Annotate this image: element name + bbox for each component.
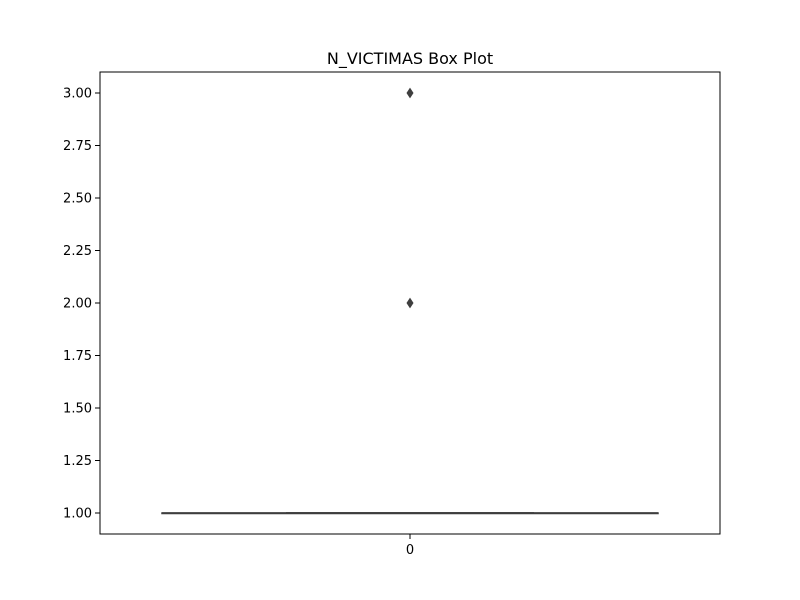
y-tick-label: 1.00 (63, 507, 92, 522)
y-tick-label: 2.50 (63, 192, 92, 207)
y-tick-label: 2.75 (63, 139, 92, 154)
chart-title: N_VICTIMAS Box Plot (327, 49, 493, 69)
y-tick-label: 3.00 (63, 87, 92, 102)
box-series (161, 87, 659, 515)
outlier-point (406, 87, 414, 99)
x-axis: 0 (406, 534, 414, 558)
y-tick-label: 2.25 (63, 244, 92, 259)
outlier-point (406, 297, 414, 309)
y-tick-label: 1.50 (63, 402, 92, 417)
y-axis: 1.00 1.25 1.50 1.75 2.00 2.25 2.50 2.75 3.00 (63, 87, 100, 522)
y-tick-label: 1.25 (63, 454, 92, 469)
y-tick-label: 2.00 (63, 297, 92, 312)
y-tick-label: 1.75 (63, 349, 92, 364)
x-tick-label: 0 (406, 543, 414, 558)
